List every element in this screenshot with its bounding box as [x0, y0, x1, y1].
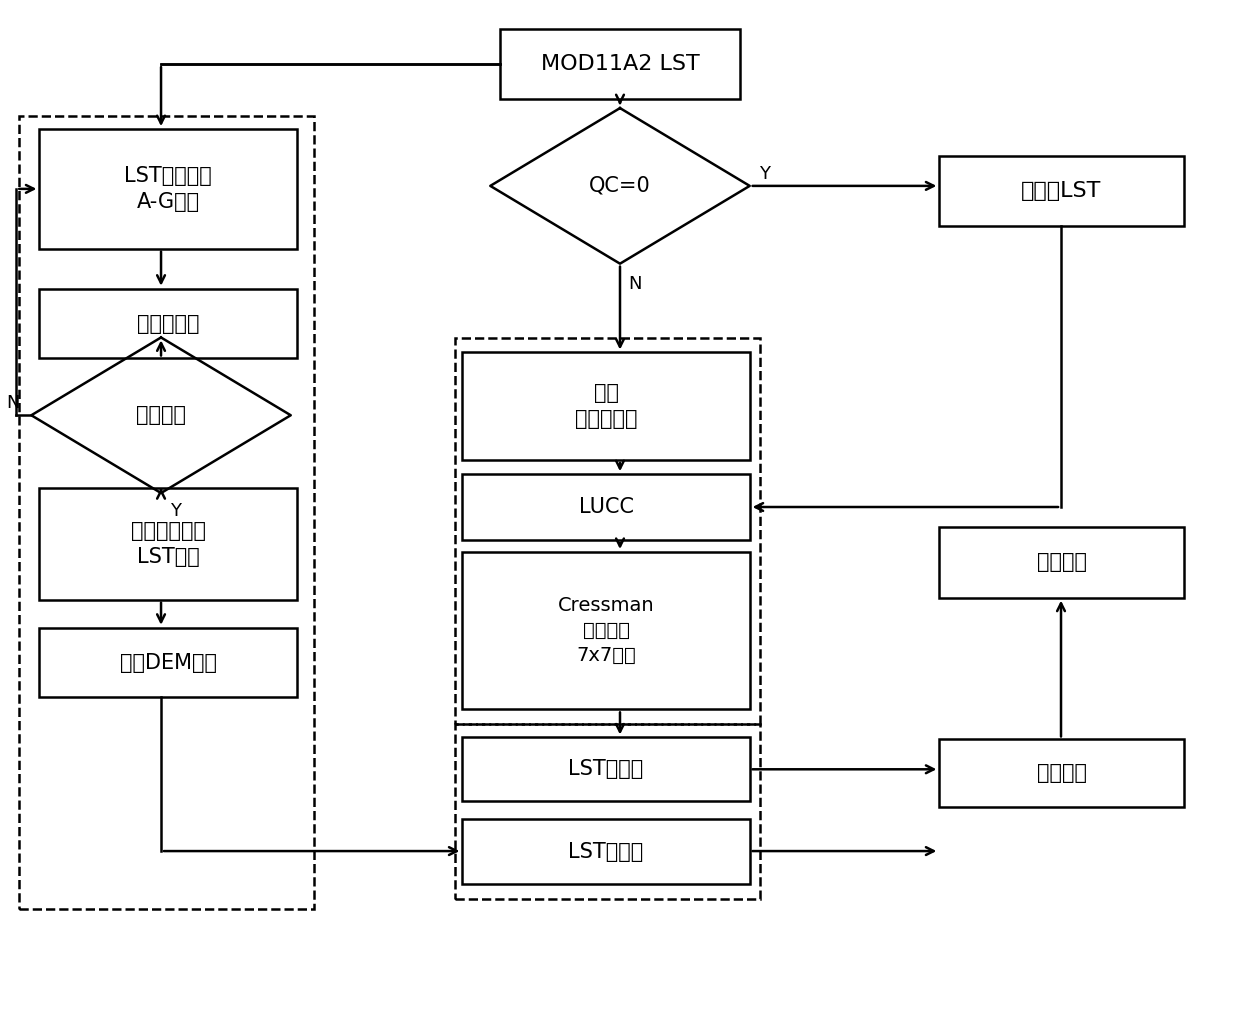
Bar — [40, 488, 296, 599]
Bar — [463, 352, 750, 460]
Text: 加权求和: 加权求和 — [1037, 764, 1086, 783]
Bar — [455, 339, 760, 725]
Text: N: N — [6, 394, 20, 412]
Text: 插值结果: 插值结果 — [1037, 552, 1086, 573]
Text: 背景值计算: 背景值计算 — [136, 313, 200, 334]
Text: N: N — [629, 275, 642, 293]
Text: Y: Y — [759, 165, 770, 183]
Text: 是否空值: 是否空值 — [136, 405, 186, 426]
Text: 高质量LST: 高质量LST — [1022, 181, 1101, 201]
Polygon shape — [490, 108, 750, 263]
Text: Y: Y — [170, 502, 181, 520]
Polygon shape — [31, 338, 290, 493]
Bar — [40, 129, 296, 249]
Bar — [463, 552, 750, 710]
Bar — [20, 116, 314, 909]
Bar — [40, 628, 296, 697]
Bar — [939, 739, 1184, 808]
Bar — [939, 527, 1184, 597]
Bar — [463, 819, 750, 884]
Bar — [500, 30, 740, 99]
Bar — [939, 156, 1184, 226]
Text: 空值
待插值像元: 空值 待插值像元 — [575, 383, 637, 430]
Text: LUCC: LUCC — [579, 497, 634, 517]
Text: LST时间序列
A-G拟合: LST时间序列 A-G拟合 — [124, 165, 212, 212]
Bar — [463, 474, 750, 540]
Text: Cressman
插值权重
7x7窗口: Cressman 插值权重 7x7窗口 — [558, 596, 655, 665]
Text: QC=0: QC=0 — [589, 176, 651, 196]
Bar — [455, 725, 760, 898]
Text: LST背景值: LST背景值 — [568, 841, 644, 862]
Text: LST波动值: LST波动值 — [568, 760, 644, 779]
Text: 去除DEM影响: 去除DEM影响 — [119, 652, 217, 673]
Bar — [463, 737, 750, 801]
Text: 相同地物类别
LST均值: 相同地物类别 LST均值 — [130, 521, 206, 567]
Bar — [40, 289, 296, 358]
Text: MOD11A2 LST: MOD11A2 LST — [541, 54, 699, 75]
